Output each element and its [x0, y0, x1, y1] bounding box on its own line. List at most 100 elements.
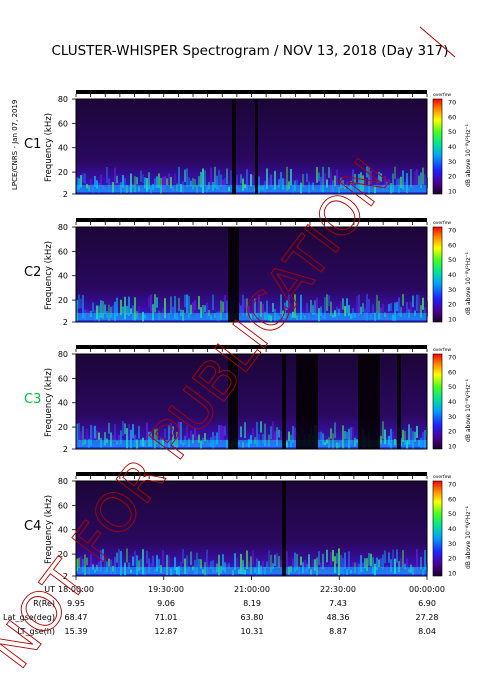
colorbar-tick-label: 70 — [448, 227, 456, 235]
x-row-label: LT_gse(h) — [17, 627, 55, 636]
y-tick-label: 40 — [58, 144, 68, 153]
spectrogram-texture — [76, 354, 428, 449]
colorbar-label: dB above 10⁻⁸V²Hz⁻¹ — [465, 123, 472, 187]
y-tick-label: 80 — [58, 350, 68, 359]
x-tick-label: 00:00:00 — [409, 585, 445, 594]
x-tick-label: 6.90 — [418, 599, 436, 608]
y-tick-label: 80 — [58, 95, 68, 104]
colorbar-tick-label: 40 — [448, 525, 456, 533]
x-tick-label: 18:00:00 — [58, 585, 94, 594]
y-tick-label: 2 — [63, 445, 68, 454]
y-tick-label: 60 — [58, 247, 68, 256]
colorbar-tick-label: 70 — [448, 99, 456, 107]
x-tick-label: 12.87 — [155, 627, 178, 636]
panel-frame — [75, 226, 428, 323]
colorbar-top-label: overfew — [433, 220, 451, 226]
colorbar-tick-label: 10 — [448, 188, 456, 196]
x-tick-label: 10.31 — [241, 627, 264, 636]
page-title: CLUSTER-WHISPER Spectrogram / NOV 13, 20… — [51, 43, 448, 59]
colorbar — [432, 226, 443, 323]
x-tick-label: 9.95 — [67, 599, 85, 608]
colorbar-tick-label: 20 — [448, 428, 456, 436]
spectrogram-texture — [76, 481, 428, 576]
side-note: LPCE/CNRS - Jan 07, 2019 — [11, 100, 19, 190]
x-tick-label: 8.04 — [418, 627, 436, 636]
spectrogram-texture — [76, 99, 428, 194]
y-tick-label: 60 — [58, 119, 68, 128]
x-tick-label: 48.36 — [327, 613, 350, 622]
colorbar-tick-label: 50 — [448, 383, 456, 391]
colorbar-tick-label: 50 — [448, 128, 456, 136]
colorbar — [432, 353, 443, 450]
panel-frame — [75, 353, 428, 450]
x-tick-label: 9.06 — [157, 599, 175, 608]
y-tick-label: 80 — [58, 223, 68, 232]
colorbar — [432, 98, 443, 195]
panel-name: C2 — [24, 265, 41, 280]
colorbar-tick-label: 50 — [448, 510, 456, 518]
y-axis-label: Frequency (kHz) — [44, 113, 54, 182]
time-bar — [76, 218, 427, 222]
x-row-label: Lat_gse(deg) — [3, 613, 55, 622]
colorbar-tick-label: 60 — [448, 241, 456, 249]
colorbar-label: dB above 10⁻⁸V²Hz⁻¹ — [465, 378, 472, 442]
colorbar-tick-label: 10 — [448, 316, 456, 324]
y-tick-label: 40 — [58, 272, 68, 281]
colorbar-top-label: overfew — [433, 92, 451, 98]
x-tick-label: 68.47 — [65, 613, 88, 622]
watermark-slash — [419, 26, 456, 58]
colorbar-tick-label: 50 — [448, 256, 456, 264]
colorbar-label: dB above 10⁻⁸V²Hz⁻¹ — [465, 251, 472, 315]
y-tick-label: 2 — [63, 318, 68, 327]
x-tick-label: 63.80 — [241, 613, 264, 622]
y-tick-label: 80 — [58, 477, 68, 486]
x-tick-label: 19:30:00 — [148, 585, 184, 594]
x-tick-label: 15.39 — [65, 627, 88, 636]
colorbar-tick-label: 60 — [448, 495, 456, 503]
x-tick-label: 7.43 — [329, 599, 347, 608]
colorbar — [432, 480, 443, 577]
spectrogram-texture — [76, 227, 428, 322]
time-bar — [76, 345, 427, 349]
colorbar-tick-label: 30 — [448, 540, 456, 548]
x-tick-label: 8.19 — [243, 599, 261, 608]
colorbar-tick-label: 30 — [448, 286, 456, 294]
x-row-label: UT — [44, 585, 55, 594]
time-bar — [76, 472, 427, 476]
y-tick-label: 2 — [63, 572, 68, 581]
panel-frame — [75, 98, 428, 195]
y-tick-label: 20 — [58, 168, 68, 177]
colorbar-tick-label: 70 — [448, 481, 456, 489]
panel-name: C3 — [24, 392, 41, 407]
time-bar — [76, 90, 427, 94]
colorbar-tick-label: 10 — [448, 570, 456, 578]
colorbar-tick-label: 60 — [448, 113, 456, 121]
colorbar-tick-label: 30 — [448, 413, 456, 421]
colorbar-top-label: overfew — [433, 347, 451, 353]
colorbar-tick-label: 60 — [448, 368, 456, 376]
colorbar-tick-label: 40 — [448, 398, 456, 406]
x-tick-label: 22:30:00 — [320, 585, 356, 594]
y-tick-label: 60 — [58, 374, 68, 383]
colorbar-top-label: overfew — [433, 474, 451, 480]
y-tick-label: 20 — [58, 423, 68, 432]
y-axis-label: Frequency (kHz) — [44, 495, 54, 564]
colorbar-tick-label: 40 — [448, 271, 456, 279]
y-axis-label: Frequency (kHz) — [44, 241, 54, 310]
colorbar-tick-label: 20 — [448, 555, 456, 563]
x-tick-label: 71.01 — [155, 613, 178, 622]
y-axis-label: Frequency (kHz) — [44, 368, 54, 437]
colorbar-tick-label: 70 — [448, 354, 456, 362]
colorbar-label: dB above 10⁻⁸V²Hz⁻¹ — [465, 505, 472, 569]
colorbar-tick-label: 40 — [448, 143, 456, 151]
colorbar-tick-label: 20 — [448, 301, 456, 309]
panel-name: C4 — [24, 519, 41, 534]
colorbar-tick-label: 30 — [448, 158, 456, 166]
y-tick-label: 40 — [58, 399, 68, 408]
y-tick-label: 20 — [58, 550, 68, 559]
